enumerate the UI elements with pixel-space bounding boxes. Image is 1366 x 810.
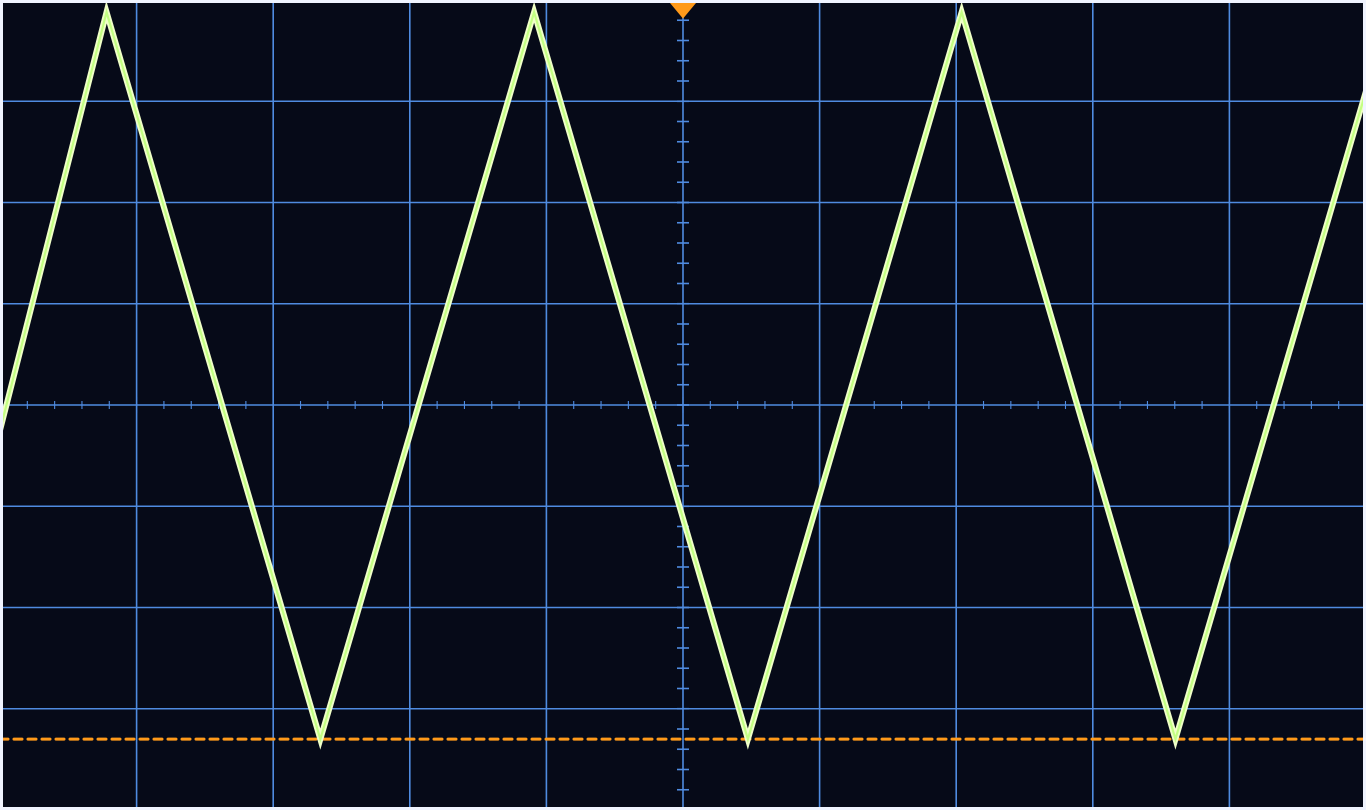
oscilloscope-svg <box>0 0 1366 810</box>
oscilloscope-display <box>0 0 1366 810</box>
